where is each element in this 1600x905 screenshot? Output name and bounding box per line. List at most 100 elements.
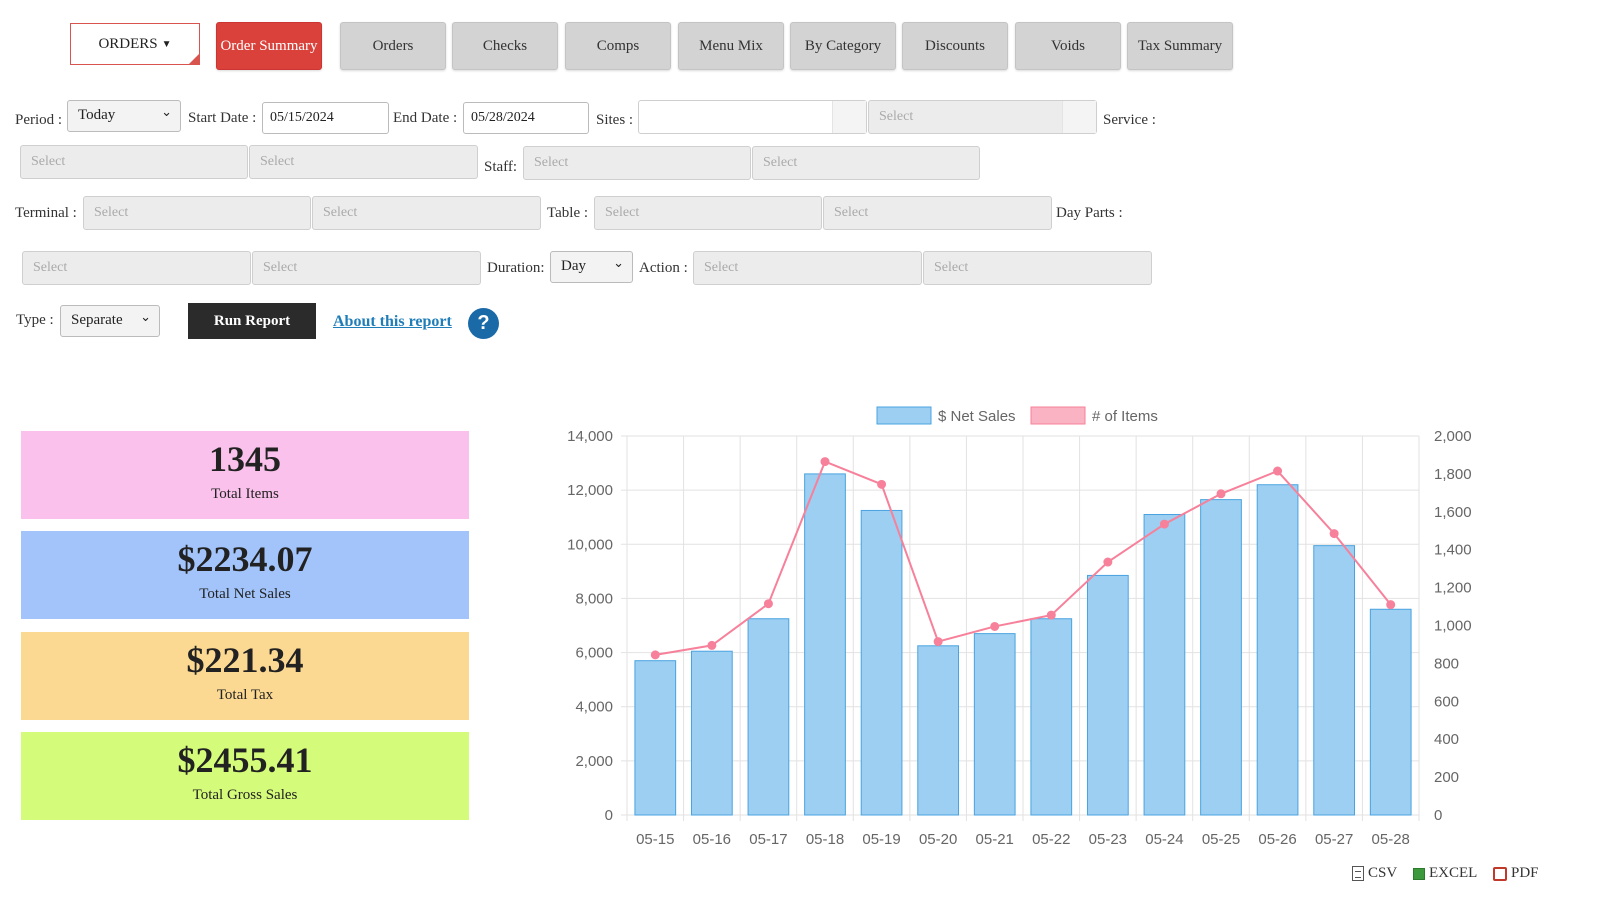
chevron-down-icon: ⌄ — [140, 310, 151, 325]
total-net-sales-value: $2234.07 — [177, 539, 313, 579]
y-right-tick-label: 400 — [1434, 731, 1459, 748]
table-select-2[interactable]: Select — [823, 196, 1052, 230]
y-right-tick-label: 1,800 — [1434, 466, 1472, 483]
tab-voids[interactable]: Voids — [1015, 22, 1121, 70]
y-left-tick-label: 8,000 — [575, 590, 613, 607]
bar — [1143, 514, 1186, 816]
sites-select-2[interactable]: Select — [868, 100, 1097, 134]
tab-orders[interactable]: Orders — [340, 22, 446, 70]
tab-by-category[interactable]: By Category — [790, 22, 896, 70]
items-point — [763, 599, 773, 609]
y-left-tick-label: 0 — [605, 807, 613, 824]
total-tax-caption: Total Tax — [216, 687, 274, 703]
action-select[interactable]: Select — [693, 251, 922, 285]
y-right-tick-label: 1,200 — [1434, 580, 1472, 597]
help-icon[interactable]: ? — [468, 308, 499, 339]
total-gross-sales-value: $2455.41 — [177, 740, 313, 780]
bar — [1256, 484, 1299, 816]
total-items-value: 1345 — [209, 439, 281, 479]
x-tick-label: 05-18 — [806, 831, 844, 848]
total-gross-sales-caption: Total Gross Sales — [192, 787, 298, 803]
legend-net-sales-swatch — [876, 406, 932, 425]
chevron-down-icon: ⌄ — [613, 256, 624, 271]
end-date-input[interactable]: 05/28/2024 — [463, 102, 589, 134]
x-tick-label: 05-23 — [1089, 831, 1127, 848]
day-parts-label: Day Parts : — [1056, 205, 1123, 221]
x-tick-label: 05-26 — [1258, 831, 1296, 848]
total-net-sales-card: $2234.07 Total Net Sales — [21, 531, 469, 619]
items-point — [1159, 519, 1169, 529]
total-gross-sales-card: $2455.41 Total Gross Sales — [21, 732, 469, 820]
tab-order-summary[interactable]: Order Summary — [216, 22, 322, 70]
total-tax-value: $221.34 — [186, 640, 304, 680]
items-series-line — [655, 460, 1392, 656]
export-excel-link[interactable]: EXCEL — [1413, 865, 1477, 882]
day-parts-select[interactable]: Select — [22, 251, 251, 285]
start-date-input[interactable]: 05/15/2024 — [262, 102, 389, 134]
y-right-tick-label: 600 — [1434, 693, 1459, 710]
items-point — [820, 457, 830, 467]
action-label: Action : — [639, 260, 688, 276]
table-select[interactable]: Select — [594, 196, 822, 230]
tab-discounts[interactable]: Discounts — [902, 22, 1008, 70]
tab-tax-summary[interactable]: Tax Summary — [1127, 22, 1233, 70]
staff-select-2[interactable]: Select — [752, 146, 980, 180]
duration-value: Day — [561, 258, 586, 274]
corner-marker — [189, 54, 199, 64]
bar — [1313, 545, 1356, 816]
x-tick-label: 05-20 — [919, 831, 957, 848]
total-items-caption: Total Items — [211, 486, 279, 502]
action-select-2[interactable]: Select — [923, 251, 1152, 285]
bar — [634, 660, 677, 816]
x-tick-label: 05-22 — [1032, 831, 1070, 848]
y-right-tick-label: 2,000 — [1434, 428, 1472, 445]
bar — [1030, 618, 1073, 816]
tab-menu-mix[interactable]: Menu Mix — [678, 22, 784, 70]
sites-select[interactable] — [638, 100, 867, 134]
y-left-tick-label: 10,000 — [567, 536, 613, 553]
day-parts-select-2[interactable]: Select — [252, 251, 481, 285]
items-point — [1103, 557, 1113, 567]
caret-down-icon: ▼ — [161, 38, 172, 50]
terminal-select-2[interactable]: Select — [312, 196, 541, 230]
items-point — [990, 621, 1000, 631]
x-tick-label: 05-25 — [1202, 831, 1240, 848]
duration-select[interactable]: Day ⌄ — [550, 251, 633, 283]
sites-label: Sites : — [596, 112, 634, 128]
bar — [860, 509, 903, 816]
x-tick-label: 05-19 — [862, 831, 900, 848]
staff-select[interactable]: Select — [523, 146, 751, 180]
y-right-tick-label: 200 — [1434, 769, 1459, 786]
period-select[interactable]: Today ⌄ — [67, 100, 181, 132]
tab-comps[interactable]: Comps — [565, 22, 671, 70]
start-date-label: Start Date : — [188, 110, 257, 126]
net-sales-items-chart: 0 2,000 4,000 6,000 8,000 10,000 12,000 14,000 0… — [567, 406, 1472, 848]
service-select[interactable]: Select — [20, 145, 248, 179]
bar — [747, 618, 790, 816]
y-right-tick-label: 1,400 — [1434, 542, 1472, 559]
orders-dropdown[interactable]: ORDERS ▼ — [70, 23, 200, 65]
bar — [804, 473, 846, 816]
x-tick-label: 05-21 — [976, 831, 1014, 848]
y-left-tick-label: 14,000 — [567, 428, 613, 445]
service-select-2[interactable]: Select — [249, 145, 478, 179]
csv-file-icon — [1352, 866, 1364, 881]
y-left-tick-label: 4,000 — [575, 699, 613, 716]
export-pdf-link[interactable]: PDF — [1493, 865, 1539, 882]
total-net-sales-caption: Total Net Sales — [199, 586, 291, 602]
bar — [1086, 574, 1129, 816]
x-tick-label: 05-27 — [1315, 831, 1353, 848]
period-label: Period : — [15, 112, 63, 128]
y-left-tick-label: 12,000 — [567, 482, 613, 499]
legend-items-label: # of Items — [1092, 408, 1158, 425]
run-report-button[interactable]: Run Report — [188, 303, 316, 339]
about-report-link[interactable]: About this report — [333, 313, 452, 330]
type-select[interactable]: Separate ⌄ — [60, 305, 160, 337]
bar — [1369, 608, 1412, 816]
total-tax-card: $221.34 Total Tax — [21, 632, 469, 720]
export-csv-link[interactable]: CSV — [1352, 865, 1397, 882]
terminal-select[interactable]: Select — [83, 196, 311, 230]
items-point — [650, 650, 660, 660]
period-value: Today — [78, 107, 116, 123]
tab-checks[interactable]: Checks — [452, 22, 558, 70]
